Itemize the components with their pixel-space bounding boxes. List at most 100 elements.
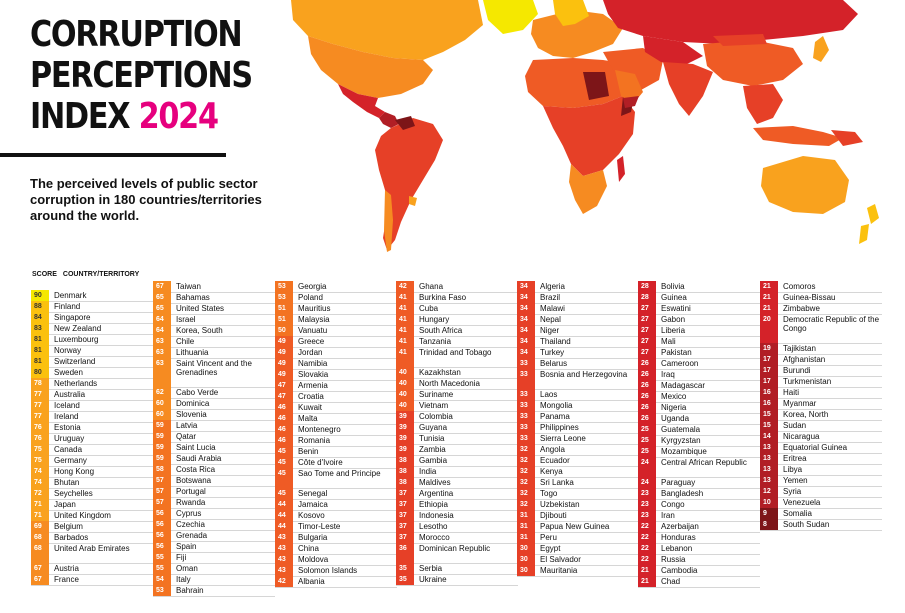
country-name: Australia	[54, 390, 86, 399]
title-line-3: INDEX	[30, 96, 131, 137]
table-row: 32 Togo	[517, 488, 639, 500]
country-name: Bangladesh	[661, 489, 704, 498]
score-cell: 31	[517, 532, 535, 543]
table-row: 55 Fiji	[153, 552, 275, 564]
table-row: 74 Hong Kong	[31, 466, 153, 478]
country-name: Democratic Republic of the Congo	[783, 315, 880, 333]
score-cell: 42	[396, 281, 414, 292]
country-name: Yemen	[783, 476, 808, 485]
table-row: 46 Malta	[275, 413, 397, 425]
score-cell: 68	[31, 543, 49, 563]
country-name: Chile	[176, 337, 195, 346]
score-cell: 24	[638, 457, 656, 477]
score-cell: 53	[275, 292, 293, 303]
table-row: 55 Oman	[153, 563, 275, 575]
country-name: Gambia	[419, 456, 448, 465]
table-row: 41 Burkina Faso	[396, 292, 518, 304]
table-row: 74 Bhutan	[31, 477, 153, 489]
table-row: 37 Ethiopia	[396, 499, 518, 511]
country-name: Kuwait	[298, 403, 323, 412]
score-cell: 13	[760, 453, 778, 464]
table-row: 49 Jordan	[275, 347, 397, 359]
score-cell: 33	[517, 389, 535, 400]
score-cell: 55	[153, 552, 171, 563]
score-cell: 14	[760, 431, 778, 442]
country-name: Colombia	[419, 412, 453, 421]
score-cell: 36	[396, 543, 414, 563]
score-cell: 67	[31, 563, 49, 574]
score-cell: 81	[31, 334, 49, 345]
map-mexico	[338, 84, 385, 118]
country-name: Montenegro	[298, 425, 341, 434]
score-cell: 33	[517, 400, 535, 411]
table-row: 17 Burundi	[760, 365, 882, 377]
score-cell: 77	[31, 411, 49, 422]
table-row: 24 Central African Republic	[638, 457, 760, 478]
score-cell: 26	[638, 369, 656, 380]
country-name: Finland	[54, 302, 81, 311]
score-cell: 31	[517, 521, 535, 532]
country-name: Japan	[54, 500, 76, 509]
table-row: 67 France	[31, 574, 153, 586]
country-name: Papua New Guinea	[540, 522, 610, 531]
country-name: Thailand	[540, 337, 571, 346]
table-row: 49 Namibia	[275, 358, 397, 370]
score-cell: 43	[275, 532, 293, 543]
table-row: 62 Cabo Verde	[153, 387, 275, 399]
country-name: Chad	[661, 577, 681, 586]
table-row: 32 Kenya	[517, 466, 639, 478]
country-name: Korea, North	[783, 410, 829, 419]
score-cell: 32	[517, 444, 535, 455]
table-row: 31 Peru	[517, 532, 639, 544]
table-row: 21 Comoros	[760, 281, 882, 293]
country-name: Peru	[540, 533, 557, 542]
table-row: 33 Sierra Leone	[517, 433, 639, 445]
score-cell: 56	[153, 541, 171, 552]
country-name: Sierra Leone	[540, 434, 586, 443]
table-row: 37 Argentina	[396, 488, 518, 500]
score-cell: 68	[31, 532, 49, 543]
country-name: Norway	[54, 346, 82, 355]
country-name: Luxembourg	[54, 335, 99, 344]
table-row: 45 Benin	[275, 446, 397, 458]
country-name: Dominican Republic	[419, 544, 491, 553]
score-cell: 65	[153, 303, 171, 314]
country-name: Nigeria	[661, 403, 687, 412]
table-row: 34 Thailand	[517, 336, 639, 348]
country-name: Côte d'Ivoire	[298, 458, 343, 467]
country-name: Egypt	[540, 544, 561, 553]
country-name: Laos	[540, 390, 558, 399]
table-row: 67 Austria	[31, 563, 153, 575]
country-name: Malaysia	[298, 315, 330, 324]
score-cell: 21	[760, 281, 778, 292]
table-row: 23 Congo	[638, 499, 760, 511]
score-cell: 51	[275, 303, 293, 314]
table-row: 28 Bolivia	[638, 281, 760, 293]
country-name: Azerbaijan	[661, 522, 699, 531]
country-name: Saudi Arabia	[176, 454, 222, 463]
country-name: Saint Vincent and the Grenadines	[176, 359, 252, 377]
score-cell: 33	[517, 358, 535, 369]
table-row: 27 Gabon	[638, 314, 760, 326]
score-cell: 47	[275, 391, 293, 402]
table-row: 60 Slovenia	[153, 409, 275, 421]
country-name: South Sudan	[783, 520, 830, 529]
map-yemen	[623, 96, 639, 108]
table-row: 17 Afghanistan	[760, 354, 882, 366]
score-cell: 22	[638, 532, 656, 543]
country-name: Israel	[176, 315, 196, 324]
country-name: Argentina	[419, 489, 454, 498]
country-name: Poland	[298, 293, 323, 302]
table-row: 24 Paraguay	[638, 477, 760, 489]
table-row: 37 Morocco	[396, 532, 518, 544]
country-name: Tanzania	[419, 337, 452, 346]
score-cell: 81	[31, 345, 49, 356]
table-row: 80 Sweden	[31, 367, 153, 379]
table-row: 63 Saint Vincent and the Grenadines	[153, 358, 275, 388]
map-central-america	[379, 112, 399, 128]
country-name: Equatorial Guinea	[783, 443, 848, 452]
table-row: 40 Vietnam	[396, 400, 518, 412]
country-name: Cabo Verde	[176, 388, 219, 397]
table-row: 22 Lebanon	[638, 543, 760, 555]
score-cell: 13	[760, 442, 778, 453]
